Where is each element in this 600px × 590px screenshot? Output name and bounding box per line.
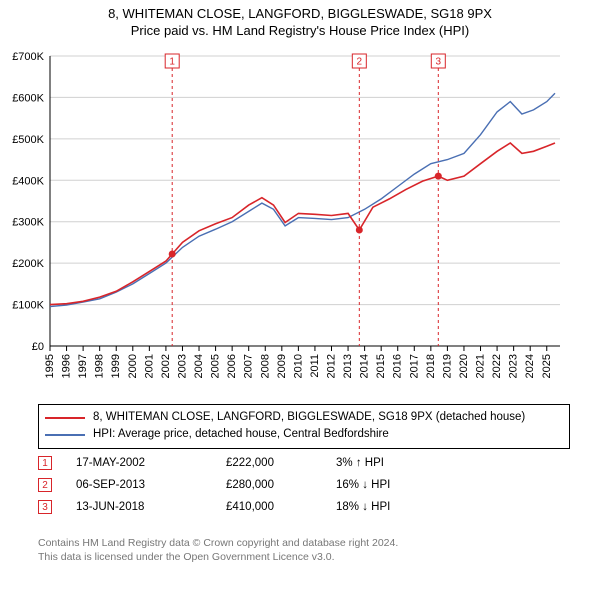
svg-text:2010: 2010 [292,354,304,378]
svg-text:1998: 1998 [94,354,106,378]
svg-text:2000: 2000 [127,354,139,378]
svg-text:£500K: £500K [12,134,44,146]
svg-text:£400K: £400K [12,175,44,187]
chart-titles: 8, WHITEMAN CLOSE, LANGFORD, BIGGLESWADE… [0,0,600,38]
svg-text:2011: 2011 [309,354,321,378]
legend-swatch [45,434,85,436]
sale-delta: 3% ↑ HPI [336,457,384,469]
svg-text:2004: 2004 [193,354,205,378]
svg-text:£600K: £600K [12,92,44,104]
legend-item: 8, WHITEMAN CLOSE, LANGFORD, BIGGLESWADE… [45,409,563,426]
sale-price: £410,000 [226,501,336,513]
svg-text:2003: 2003 [176,354,188,378]
svg-text:1997: 1997 [77,354,89,378]
svg-text:1999: 1999 [110,354,122,378]
sale-marker: 1 [38,456,52,470]
sale-marker: 3 [38,500,52,514]
svg-text:2023: 2023 [508,354,520,378]
page: 8, WHITEMAN CLOSE, LANGFORD, BIGGLESWADE… [0,0,600,590]
svg-text:2009: 2009 [276,354,288,378]
svg-text:2022: 2022 [491,354,503,378]
svg-text:1: 1 [169,57,175,68]
legend-label: HPI: Average price, detached house, Cent… [93,426,389,443]
svg-text:£100K: £100K [12,300,44,312]
svg-text:2005: 2005 [210,354,222,378]
sale-delta: 16% ↓ HPI [336,479,390,491]
sale-marker: 2 [38,478,52,492]
legend: 8, WHITEMAN CLOSE, LANGFORD, BIGGLESWADE… [38,404,570,449]
svg-text:2: 2 [357,57,363,68]
svg-text:1996: 1996 [61,354,73,378]
svg-text:2017: 2017 [408,354,420,378]
sale-row: 1 17-MAY-2002£222,0003% ↑ HPI [38,452,570,474]
svg-text:2006: 2006 [226,354,238,378]
svg-text:2019: 2019 [441,354,453,378]
svg-text:2021: 2021 [475,354,487,378]
svg-text:£300K: £300K [12,217,44,229]
legend-swatch [45,417,85,419]
sale-date: 06-SEP-2013 [76,479,226,491]
svg-text:1995: 1995 [44,354,56,378]
sale-price: £280,000 [226,479,336,491]
title-line-2: Price paid vs. HM Land Registry's House … [0,23,600,38]
footnote-line-2: This data is licensed under the Open Gov… [38,550,570,564]
svg-text:2002: 2002 [160,354,172,378]
line-chart: £0 £100K £200K £300K £400K £500K £600K £700K 199… [0,46,570,386]
legend-item: HPI: Average price, detached house, Cent… [45,426,563,443]
svg-text:2016: 2016 [392,354,404,378]
footnote: Contains HM Land Registry data © Crown c… [38,536,570,564]
sales-table: 1 17-MAY-2002£222,0003% ↑ HPI 2 06-SEP-2013… [38,452,570,518]
svg-text:2001: 2001 [143,354,155,378]
svg-text:2013: 2013 [342,354,354,378]
svg-text:2008: 2008 [259,354,271,378]
legend-label: 8, WHITEMAN CLOSE, LANGFORD, BIGGLESWADE… [93,409,525,426]
svg-text:2015: 2015 [375,354,387,378]
svg-text:£200K: £200K [12,258,44,270]
svg-text:3: 3 [436,57,442,68]
sale-date: 17-MAY-2002 [76,457,226,469]
svg-text:2025: 2025 [541,354,553,378]
footnote-line-1: Contains HM Land Registry data © Crown c… [38,536,570,550]
svg-text:£0: £0 [32,341,44,353]
sale-row: 3 13-JUN-2018£410,00018% ↓ HPI [38,496,570,518]
svg-text:2024: 2024 [524,354,536,378]
chart-area: £0 £100K £200K £300K £400K £500K £600K £700K 199… [0,46,600,386]
sale-date: 13-JUN-2018 [76,501,226,513]
svg-text:2018: 2018 [425,354,437,378]
svg-text:£700K: £700K [12,51,44,63]
svg-text:2007: 2007 [243,354,255,378]
title-line-1: 8, WHITEMAN CLOSE, LANGFORD, BIGGLESWADE… [0,6,600,21]
sale-delta: 18% ↓ HPI [336,501,390,513]
sale-row: 2 06-SEP-2013£280,00016% ↓ HPI [38,474,570,496]
svg-text:2012: 2012 [325,354,337,378]
sale-price: £222,000 [226,457,336,469]
svg-text:2014: 2014 [359,354,371,378]
svg-text:2020: 2020 [458,354,470,378]
